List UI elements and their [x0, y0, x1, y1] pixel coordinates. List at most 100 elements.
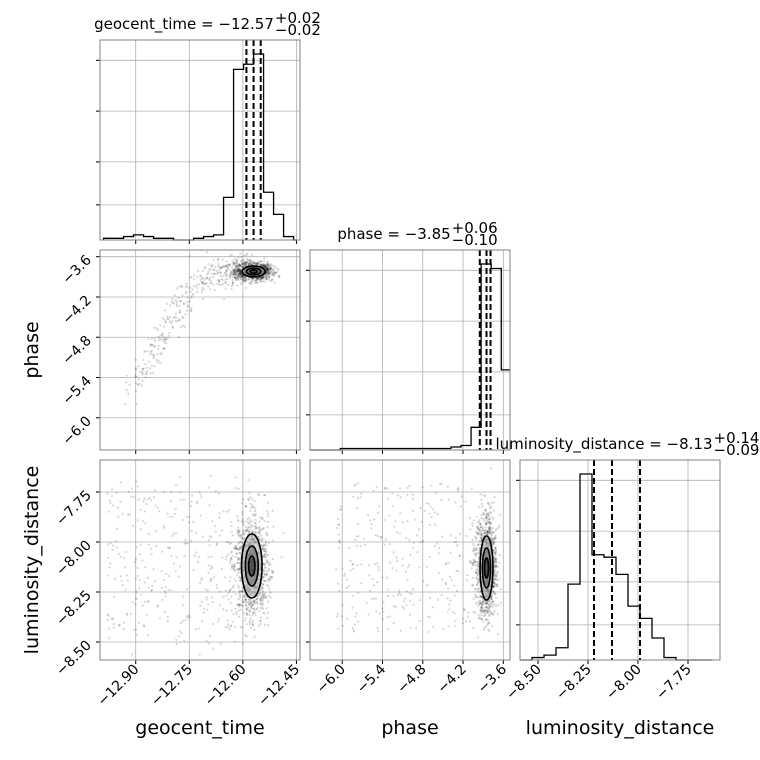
sample-point	[149, 343, 152, 346]
sample-point	[347, 584, 350, 588]
sample-point	[248, 491, 251, 494]
sample-point	[470, 562, 473, 565]
sample-point	[436, 513, 439, 516]
sample-point	[190, 294, 194, 297]
sample-point	[272, 570, 275, 573]
sample-point	[447, 625, 450, 628]
sample-point	[161, 317, 164, 320]
sample-point	[493, 537, 496, 540]
sample-point	[259, 260, 263, 263]
sample-point	[211, 566, 214, 569]
sample-point	[232, 269, 235, 272]
sample-point	[229, 624, 233, 627]
sample-point	[192, 293, 195, 296]
sample-point	[249, 605, 252, 608]
sample-point	[478, 547, 481, 550]
sample-point	[259, 602, 262, 605]
y-axis-label: phase	[21, 321, 43, 378]
sample-point	[255, 262, 258, 265]
sample-point	[427, 615, 430, 618]
sample-point	[487, 600, 490, 603]
sample-point	[356, 564, 359, 567]
sample-point	[236, 568, 239, 571]
sample-point	[450, 579, 453, 582]
sample-point	[207, 564, 210, 567]
sample-point	[269, 270, 272, 273]
sample-point	[232, 269, 235, 272]
sample-point	[264, 579, 268, 583]
sample-point	[238, 268, 241, 271]
sample-point	[487, 608, 490, 611]
sample-point	[489, 602, 492, 605]
sample-point	[488, 609, 491, 612]
sample-point	[449, 551, 452, 554]
sample-point	[240, 605, 243, 608]
sample-point	[403, 600, 406, 603]
sample-point	[406, 493, 409, 496]
sample-point	[243, 260, 246, 264]
sample-point	[239, 545, 242, 548]
sample-point	[444, 563, 447, 566]
sample-point	[373, 584, 376, 587]
sample-point	[263, 547, 267, 551]
sample-point	[110, 495, 114, 498]
sample-point	[200, 600, 203, 603]
sample-point	[352, 630, 355, 633]
sample-point	[136, 519, 139, 522]
sample-point	[163, 309, 166, 312]
sample-point	[238, 589, 241, 592]
sample-point	[219, 642, 222, 645]
sample-point	[267, 584, 270, 588]
sample-point	[382, 610, 385, 613]
sample-point	[478, 549, 481, 552]
sample-point	[153, 489, 157, 492]
sample-point	[492, 611, 495, 615]
sample-point	[487, 531, 490, 534]
sample-point	[494, 578, 497, 581]
sample-point	[492, 543, 495, 546]
sample-point	[232, 584, 235, 587]
sample-point	[453, 540, 456, 544]
sample-point	[262, 263, 265, 266]
sample-point	[198, 653, 201, 656]
sample-point	[263, 266, 266, 269]
sample-point	[147, 634, 150, 637]
sample-point	[488, 531, 491, 534]
sample-point	[261, 277, 264, 280]
sample-point	[232, 612, 235, 615]
sample-point	[432, 625, 435, 628]
sample-point	[266, 525, 269, 529]
sample-point	[416, 534, 419, 537]
sample-point	[227, 268, 230, 271]
sample-point	[271, 571, 274, 574]
sample-point	[479, 608, 482, 612]
sample-point	[489, 536, 493, 539]
y-tick-label: −8.25	[53, 588, 95, 630]
sample-point	[262, 568, 265, 572]
sample-point	[353, 623, 356, 626]
sample-point	[227, 541, 230, 544]
sample-point	[248, 281, 251, 285]
sample-point	[477, 587, 480, 590]
sample-point	[230, 271, 233, 274]
sample-point	[239, 265, 242, 268]
sample-point	[266, 263, 270, 267]
sample-point	[488, 521, 491, 525]
sample-point	[266, 266, 269, 270]
sample-point	[203, 283, 207, 286]
sample-point	[142, 358, 145, 362]
sample-point	[164, 586, 167, 589]
sample-point	[245, 601, 248, 604]
sample-point	[255, 281, 259, 284]
sample-point	[368, 564, 371, 567]
sample-point	[262, 264, 266, 267]
sample-point	[211, 520, 214, 523]
sample-point	[256, 281, 259, 284]
sample-point	[487, 502, 490, 505]
sample-point	[237, 584, 240, 587]
sample-point	[129, 495, 133, 498]
sample-point	[140, 384, 143, 387]
sample-point	[161, 598, 164, 602]
sample-point	[238, 568, 242, 571]
sample-point	[493, 556, 496, 559]
